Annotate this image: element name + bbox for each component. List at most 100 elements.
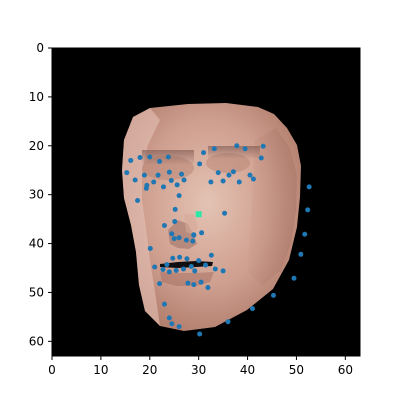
y-tick-label-0: 0 (36, 41, 44, 55)
landmark-point-0-77 (306, 184, 312, 190)
landmark-point-0-54 (192, 268, 198, 274)
landmark-point-0-55 (196, 258, 202, 264)
landmark-point-0-42 (199, 230, 205, 236)
landmark-point-0-12 (166, 169, 172, 175)
landmark-scatter-layer (124, 143, 312, 337)
landmark-point-0-22 (215, 170, 221, 176)
landmark-point-0-69 (197, 331, 203, 337)
y-tick-label-60: 60 (29, 334, 44, 348)
landmark-point-0-65 (185, 280, 191, 286)
y-axis: 0 10 20 30 40 50 60 (29, 41, 52, 348)
landmark-point-0-25 (230, 169, 236, 175)
landmark-point-0-9 (157, 158, 163, 164)
landmark-point-0-6 (147, 154, 153, 160)
landmark-point-0-60 (157, 281, 163, 287)
highlight-point-0 (195, 211, 202, 218)
nose-shadow (168, 220, 197, 249)
x-tick-label-10: 10 (93, 363, 108, 377)
landmark-point-0-56 (203, 262, 209, 268)
y-tick-label-30: 30 (29, 188, 44, 202)
landmark-point-0-76 (305, 207, 311, 213)
landmark-point-0-47 (166, 269, 172, 275)
landmark-point-0-53 (188, 264, 194, 270)
landmark-point-0-14 (174, 182, 180, 188)
x-tick-label-40: 40 (240, 363, 255, 377)
landmark-point-0-16 (135, 198, 141, 204)
landmark-point-0-7 (151, 179, 157, 185)
landmark-point-0-35 (172, 206, 178, 212)
landmark-point-0-34 (176, 193, 182, 199)
landmark-point-0-17 (143, 185, 149, 191)
landmark-point-0-31 (258, 155, 264, 161)
landmark-point-0-62 (166, 315, 172, 321)
landmark-point-0-73 (291, 275, 297, 281)
landmark-point-0-43 (147, 245, 153, 251)
nose-highlight (184, 214, 198, 234)
landmark-point-0-27 (236, 179, 242, 185)
landmark-point-0-52 (184, 256, 190, 262)
landmark-point-0-57 (208, 252, 214, 258)
landmark-point-0-28 (242, 146, 248, 152)
landmark-point-0-33 (181, 177, 187, 183)
landmark-point-0-71 (249, 306, 255, 312)
landmark-point-0-29 (247, 172, 253, 178)
landmark-point-0-49 (173, 267, 179, 273)
landmark-point-0-26 (234, 143, 240, 149)
landmark-point-0-68 (205, 285, 211, 291)
landmark-point-0-23 (220, 178, 226, 184)
landmark-point-0-21 (211, 146, 217, 152)
landmark-point-0-64 (176, 324, 182, 330)
landmark-point-0-11 (165, 154, 171, 160)
x-tick-label-30: 30 (191, 363, 206, 377)
x-tick-label-50: 50 (289, 363, 304, 377)
landmark-point-0-19 (201, 150, 207, 156)
landmark-point-0-37 (169, 231, 175, 237)
landmark-point-0-67 (198, 279, 204, 285)
landmark-point-0-38 (171, 236, 177, 242)
landmark-point-0-81 (222, 210, 228, 216)
landmark-point-0-48 (170, 255, 176, 261)
x-tick-label-60: 60 (338, 363, 353, 377)
landmark-point-0-74 (298, 251, 304, 257)
x-axis: 0 10 20 30 40 50 60 (48, 356, 353, 377)
x-tick-label-20: 20 (142, 363, 157, 377)
landmark-point-0-20 (208, 179, 214, 185)
landmark-point-0-59 (220, 268, 226, 274)
landmark-point-0-32 (260, 143, 266, 149)
landmark-point-0-8 (155, 172, 161, 178)
landmark-point-0-24 (226, 172, 232, 178)
landmark-point-0-46 (164, 262, 170, 268)
landmark-point-0-15 (179, 171, 185, 177)
landmark-point-0-18 (197, 161, 203, 167)
landmark-point-0-58 (212, 266, 218, 272)
y-tick-label-50: 50 (29, 285, 44, 299)
landmark-point-0-61 (161, 301, 167, 307)
landmark-point-0-10 (160, 184, 166, 190)
landmark-point-0-72 (270, 292, 276, 298)
highlight-layer (195, 211, 202, 218)
landmark-point-0-4 (141, 172, 147, 178)
landmark-point-0-66 (191, 282, 197, 288)
plot-frame (51, 47, 361, 357)
landmark-point-0-63 (169, 321, 175, 327)
landmark-point-0-78 (172, 219, 178, 225)
landmark-point-0-39 (176, 235, 182, 241)
landmark-point-0-13 (168, 177, 174, 183)
landmark-point-0-36 (161, 222, 167, 228)
landmark-point-0-2 (132, 177, 138, 183)
landmark-point-0-51 (181, 266, 187, 272)
landmark-point-0-1 (128, 157, 134, 163)
landmark-point-0-70 (225, 319, 231, 325)
landmark-point-0-50 (177, 254, 183, 260)
landmark-point-0-80 (190, 238, 196, 244)
y-tick-label-10: 10 (29, 90, 44, 104)
landmark-point-0-75 (302, 231, 308, 237)
landmark-point-0-45 (160, 266, 166, 272)
landmark-point-0-40 (183, 237, 189, 243)
landmark-point-0-30 (250, 176, 256, 182)
plot-area (51, 47, 361, 357)
landmark-point-0-79 (191, 232, 197, 238)
y-tick-label-20: 20 (29, 139, 44, 153)
